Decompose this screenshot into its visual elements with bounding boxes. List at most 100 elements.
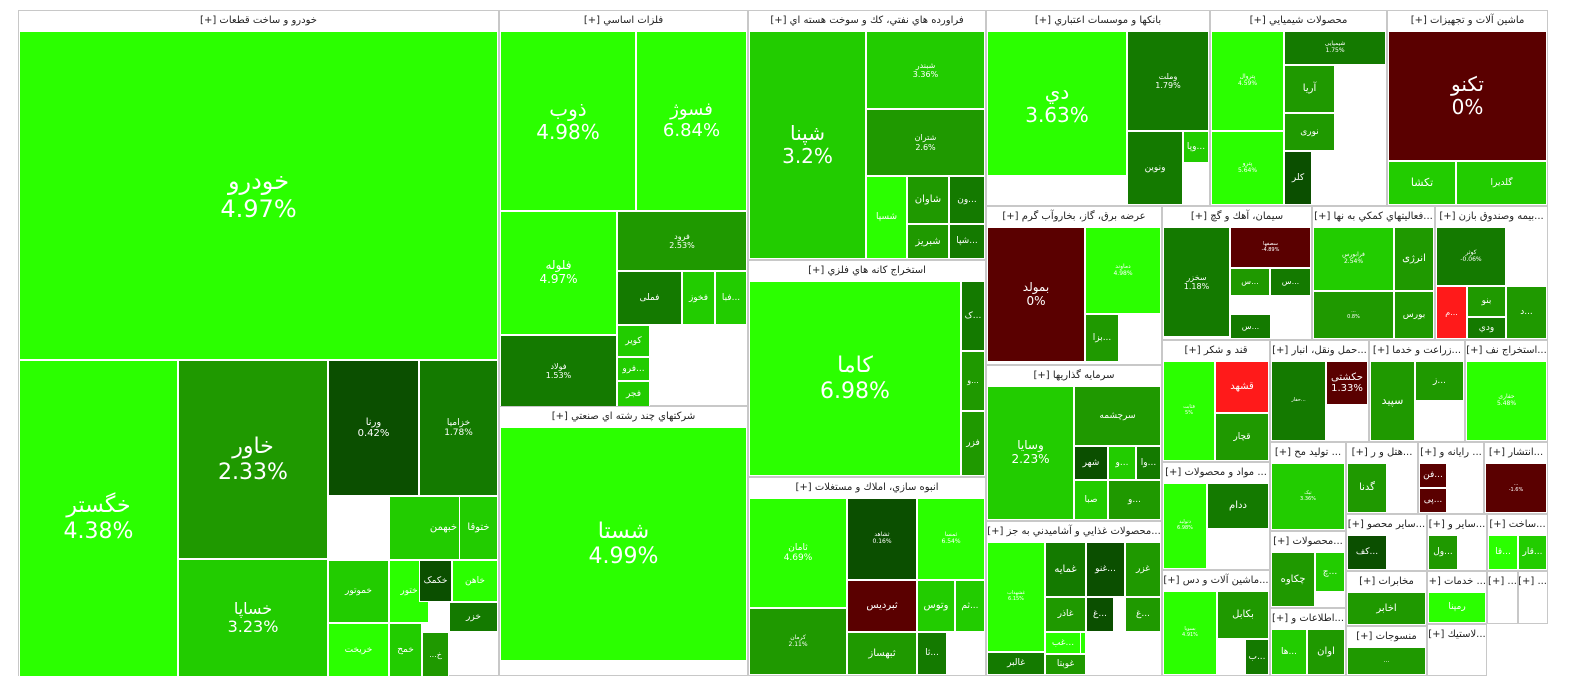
treemap-tile[interactable]: ...وپا [1183, 131, 1209, 163]
treemap-tile[interactable]: خاهن [452, 560, 498, 602]
treemap-tile[interactable]: شیمیایی 1.75% [1284, 31, 1386, 65]
treemap-tile[interactable]: شتران 2.6% [866, 109, 985, 176]
treemap-tile[interactable]: ودي [1467, 317, 1506, 339]
sector-title[interactable]: ...فعاليتهاي كمكي به نها [+] [1313, 207, 1434, 227]
treemap-tile[interactable]: سرچشمه [1074, 386, 1161, 446]
treemap-tile[interactable]: ...م [1436, 286, 1467, 339]
treemap-tile[interactable]: بسوپا 4.91% [1163, 591, 1217, 675]
treemap-tile[interactable]: وتوس [917, 580, 955, 632]
treemap-tile[interactable]: سپید [1370, 361, 1415, 441]
sector-title[interactable]: ...حمل ونقل، انبار [+] [1271, 341, 1368, 361]
treemap-tile[interactable]: ختوقا [459, 496, 498, 560]
treemap-tile[interactable]: ورنا 0.42% [328, 360, 419, 496]
sector-title[interactable]: محصولات شيميايي [+] [1211, 11, 1386, 31]
treemap-tile[interactable]: ثبردیس [847, 580, 917, 632]
treemap-tile[interactable]: ...ز [1415, 361, 1464, 401]
sector-title[interactable]: ... توليد مح [+] [1271, 443, 1345, 463]
sector-title[interactable]: استخراج کانه هاي فلزي [+] [749, 261, 985, 281]
sector-title[interactable]: فلزات اساسي [+] [500, 11, 747, 31]
sector-title[interactable]: سرمايه گذاريها [+] [987, 366, 1161, 386]
treemap-tile[interactable]: شهر [1074, 446, 1108, 480]
treemap-tile[interactable]: فملی [617, 271, 682, 325]
treemap-tile[interactable]: فرابورس 2.54% [1313, 227, 1394, 291]
sector-title[interactable]: ...لاستيك [+] [1428, 625, 1486, 645]
treemap-tile[interactable]: ...شپا [949, 224, 985, 259]
treemap-tile[interactable]: نوری [1284, 113, 1335, 151]
treemap-tile[interactable]: خگستر 4.38% [19, 360, 178, 677]
sector-title[interactable]: ...استخراج نف [+] [1466, 341, 1547, 361]
treemap-tile[interactable]: خزامیا 1.78% [419, 360, 498, 496]
treemap-tile[interactable]: ...ول [1428, 535, 1458, 570]
treemap-tile[interactable]: صبا [1074, 480, 1108, 520]
treemap-tile[interactable]: ثامان 4.69% [749, 498, 847, 608]
treemap-tile[interactable]: خریخت [328, 623, 389, 677]
sector-title[interactable]: منسوجات [+] [1347, 627, 1426, 647]
treemap-tile[interactable]: ثبهساز [847, 632, 917, 675]
treemap-tile[interactable]: فخوز [682, 271, 715, 325]
treemap-tile[interactable]: ...ون [949, 176, 985, 224]
treemap-tile[interactable]: بمولد 0% [987, 227, 1085, 362]
treemap-tile[interactable]: دي 3.63% [987, 31, 1127, 176]
treemap-tile[interactable]: انرژی [1394, 227, 1434, 291]
sector-title[interactable]: ...ساير محصو [+] [1347, 515, 1426, 535]
treemap-tile[interactable]: ...س [1230, 268, 1270, 296]
treemap-tile[interactable]: ...فن [1419, 463, 1447, 488]
treemap-tile[interactable]: خموتور [328, 560, 389, 623]
treemap-tile[interactable]: ...غ [1125, 597, 1161, 632]
treemap-tile[interactable]: ...غنو [1086, 542, 1125, 597]
sector-title[interactable]: عرضه برق، گاز، بخاروآب گرم [+] [987, 207, 1161, 227]
sector-title[interactable]: ...بيمه وصندوق بازن [+] [1436, 207, 1547, 227]
treemap-tile[interactable]: خودرو 4.97% [19, 31, 498, 360]
treemap-tile[interactable]: بکابل [1217, 591, 1269, 639]
treemap-tile[interactable]: پتروال 4.59% [1211, 31, 1284, 131]
sector-title[interactable]: ...هتل و ر [+] [1347, 443, 1417, 463]
treemap-tile[interactable]: ...حفار [1271, 361, 1326, 441]
treemap-tile[interactable]: شسپا [866, 176, 907, 259]
treemap-tile[interactable]: سصفها -4.89% [1230, 227, 1311, 268]
treemap-tile[interactable]: پترو 5.64% [1211, 131, 1284, 205]
treemap-tile[interactable]: غمایه [1045, 542, 1086, 597]
sector-title[interactable]: ... رايانه و [+] [1419, 443, 1483, 463]
sector-title[interactable]: ماشين آلات و تجهيزات [+] [1388, 11, 1547, 31]
treemap-tile[interactable]: تکنو 0% [1388, 31, 1547, 161]
treemap-tile[interactable]: ...س [1230, 314, 1271, 339]
treemap-tile[interactable]: ...د [1506, 286, 1547, 339]
treemap-tile[interactable]: ددام [1207, 483, 1269, 529]
treemap-tile[interactable]: گلدیرا [1456, 161, 1547, 205]
treemap-tile[interactable]: فجر [617, 381, 650, 407]
sector-title[interactable]: ... مواد و محصولات [+] [1163, 463, 1269, 483]
treemap-tile[interactable]: رمپنا [1428, 592, 1486, 623]
treemap-tile[interactable]: ...قار [1518, 535, 1547, 570]
sector-title[interactable]: بانكها و موسسات اعتباري [+] [987, 11, 1209, 31]
sector-title[interactable]: سيمان، آهك و گچ [+] [1163, 207, 1311, 227]
treemap-tile[interactable]: ...فبا [715, 271, 747, 325]
sector-title[interactable]: ...محصولات [+] [1271, 532, 1345, 552]
treemap-tile[interactable]: فسوژ 6.84% [636, 31, 747, 211]
sector-title[interactable]: ... [+] [1519, 572, 1547, 592]
treemap-tile[interactable]: وملت 1.79% [1127, 31, 1209, 131]
treemap-tile[interactable]: ذوب 4.98% [500, 31, 636, 211]
treemap-tile[interactable]: ...وا [1136, 446, 1161, 480]
treemap-tile[interactable]: خزر [449, 602, 498, 632]
treemap-tile[interactable]: شبندر 3.36% [866, 31, 985, 109]
treemap-tile[interactable]: کلر [1284, 151, 1312, 205]
treemap-tile[interactable]: حفاری 5.48% [1466, 361, 1547, 441]
treemap-tile[interactable]: حکشتی 1.33% [1326, 361, 1368, 405]
treemap-tile[interactable]: ...غب [1045, 632, 1081, 654]
treemap-tile[interactable]: شپنا 3.2% [749, 31, 866, 259]
sector-title[interactable]: فراورده هاي نفتي، كك و سوخت هسته اي [+] [749, 11, 985, 31]
treemap-tile[interactable]: ... 0.8% [1313, 291, 1394, 339]
treemap-tile[interactable]: ...پی [1419, 488, 1447, 513]
treemap-tile[interactable]: غشهداب 6.15% [987, 542, 1045, 652]
sector-title[interactable]: ... خدمات [+] [1428, 572, 1486, 592]
treemap-tile[interactable]: فزر [961, 411, 985, 476]
treemap-tile[interactable]: ...فرو [617, 357, 650, 381]
sector-title[interactable]: ...ماشين آلات و دس [+] [1163, 571, 1269, 591]
treemap-tile[interactable]: خکمک [419, 560, 452, 602]
treemap-tile[interactable]: خاور 2.33% [178, 360, 328, 559]
treemap-tile[interactable]: قثابت 5% [1163, 361, 1215, 461]
treemap-tile[interactable]: ...غ [1086, 597, 1114, 632]
sector-title[interactable]: ...زراعت و خدما [+] [1370, 341, 1464, 361]
treemap-tile[interactable]: سخزر 1.18% [1163, 227, 1230, 337]
treemap-tile[interactable]: ... [1347, 647, 1426, 675]
